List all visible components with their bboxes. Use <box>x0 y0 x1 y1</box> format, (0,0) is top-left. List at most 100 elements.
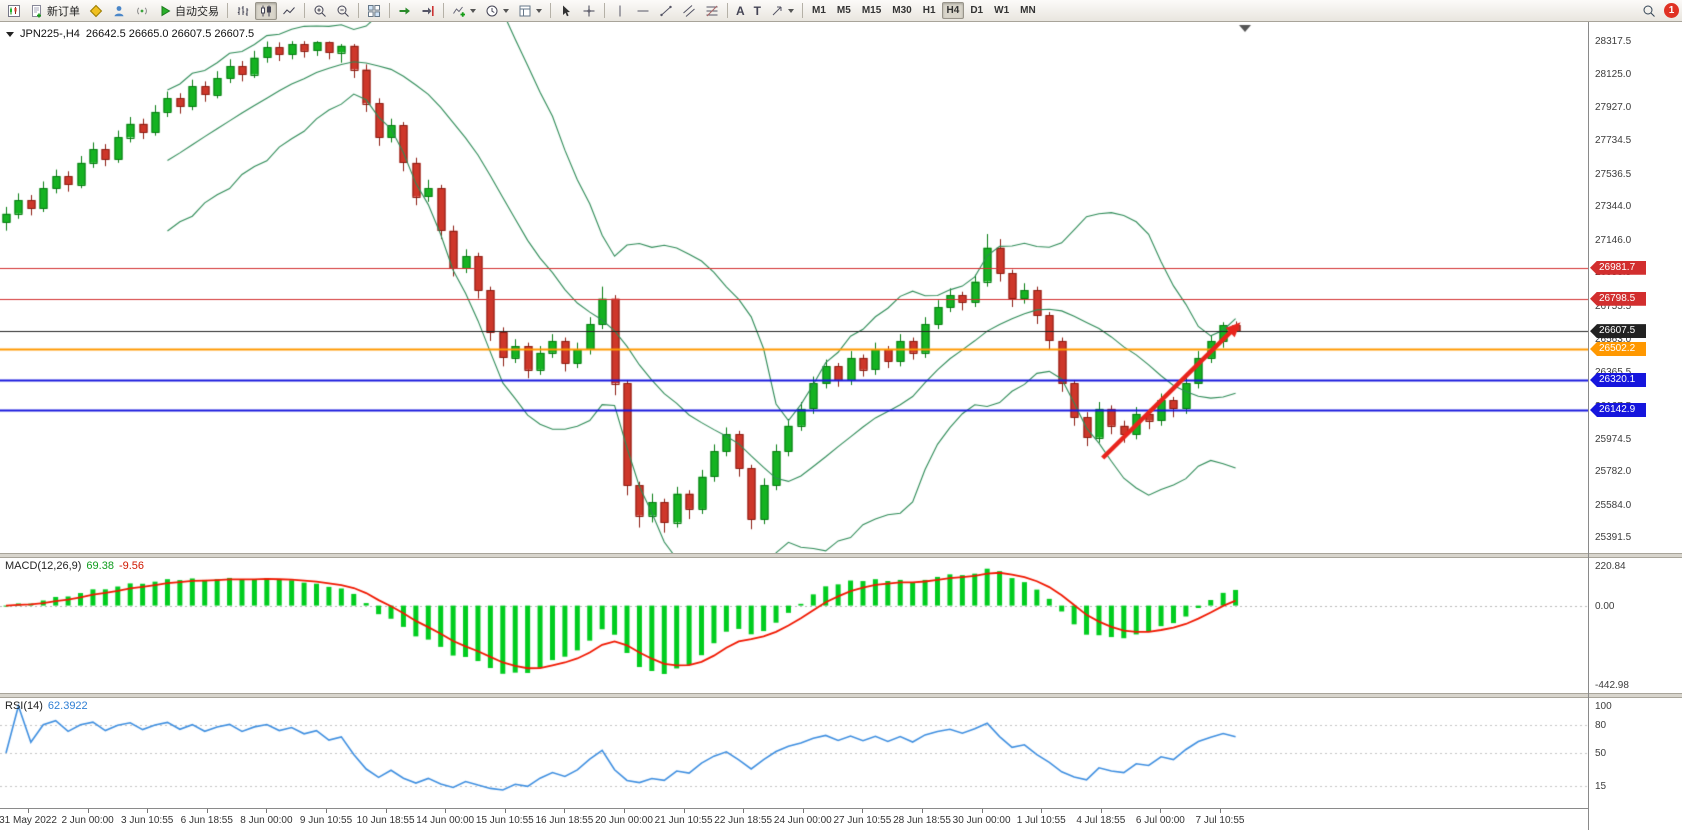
timeframe-h1-button[interactable]: H1 <box>918 2 941 19</box>
accounts-button[interactable] <box>108 2 130 20</box>
new-order-button[interactable]: 新订单 <box>26 2 84 20</box>
mql-editor-button[interactable] <box>85 2 107 20</box>
fibonacci-button[interactable] <box>701 2 723 20</box>
x-axis-tick <box>862 809 864 813</box>
toolbar-separator <box>727 3 728 18</box>
x-axis-label: 2 Jun 00:00 <box>61 815 114 826</box>
horizontal-line-button[interactable] <box>632 2 654 20</box>
autotrading-button[interactable]: 自动交易 <box>154 2 223 20</box>
x-axis-label: 9 Jun 10:55 <box>299 815 353 826</box>
crosshair-icon <box>583 5 595 16</box>
arrows-tool-button[interactable] <box>766 2 798 20</box>
cursor-button[interactable] <box>555 2 577 20</box>
text-tool-icon: A <box>736 3 745 18</box>
y-axis-label: 27536.5 <box>1595 168 1632 180</box>
periods-button[interactable] <box>481 2 513 20</box>
zoom-out-button[interactable] <box>332 2 354 20</box>
toolbar-separator <box>443 3 444 18</box>
x-axis-tick <box>802 809 804 813</box>
rsi-name-label: RSI(14) <box>5 700 43 712</box>
person-icon <box>114 5 124 16</box>
rsi-value: 62.3922 <box>47 700 88 712</box>
y-axis-label: 26755.5 <box>1595 301 1632 313</box>
price-line-badge: 26320.1 <box>1590 372 1646 387</box>
bar-chart-type-button[interactable] <box>232 2 254 20</box>
timeframe-m15-button[interactable]: M15 <box>857 2 886 19</box>
tile-windows-button[interactable] <box>363 2 385 20</box>
macd-value: 69.38 <box>86 560 114 572</box>
x-axis-tick <box>206 809 208 813</box>
signals-button[interactable] <box>131 2 153 20</box>
dropdown-arrow-icon <box>536 8 542 13</box>
x-axis-label: 10 Jun 18:55 <box>356 815 415 826</box>
channel-icon <box>683 4 695 17</box>
x-axis-tick <box>1100 809 1102 813</box>
main-toolbar: 新订单 自动交易 <box>0 0 1682 22</box>
toolbar-separator <box>802 3 804 18</box>
text-label-tool-button[interactable]: T <box>750 2 765 20</box>
x-axis-tick <box>743 809 745 813</box>
timeframe-w1-button[interactable]: W1 <box>989 2 1014 19</box>
y-axis-label: 27734.5 <box>1595 134 1632 146</box>
crosshair-button[interactable] <box>578 2 600 20</box>
x-axis-label: 27 Jun 10:55 <box>833 815 892 826</box>
x-axis-tick <box>1160 809 1162 813</box>
search-button[interactable] <box>1638 2 1660 20</box>
price-line-badge: 26502.2 <box>1590 342 1646 357</box>
panel-splitter[interactable] <box>0 693 1588 698</box>
y-axis-label: 25974.5 <box>1595 433 1632 445</box>
timeframe-m30-button[interactable]: M30 <box>887 2 916 19</box>
new-order-icon <box>32 4 41 17</box>
x-axis-label: 22 Jun 18:55 <box>714 815 773 826</box>
toolbar-separator <box>304 3 305 18</box>
chart-symbol-label: JPN225-,H4 <box>20 28 80 40</box>
autotrading-label: 自动交易 <box>175 5 219 18</box>
price-line-badge: 26607.5 <box>1590 324 1646 339</box>
panel-splitter[interactable] <box>1589 553 1682 558</box>
play-icon <box>161 5 171 16</box>
x-axis-tick <box>266 809 268 813</box>
x-axis-label: 7 Jul 10:55 <box>1195 815 1245 826</box>
zoom-in-button[interactable] <box>309 2 331 20</box>
line-chart-type-button[interactable] <box>278 2 300 20</box>
new-order-label: 新订单 <box>47 5 80 18</box>
panel-splitter[interactable] <box>1589 693 1682 698</box>
macd-scale-label: 0.00 <box>1595 600 1615 612</box>
new-chart-button[interactable] <box>3 2 25 20</box>
channel-button[interactable] <box>678 2 700 20</box>
time-axis[interactable]: 31 May 2022 2 Jun 00:00 3 Jun 10:55 6 Jun 1… <box>0 808 1588 830</box>
candlestick-chart-type-button[interactable] <box>255 1 277 20</box>
main-price-panel: JPN225-,H4 26642.5 26665.0 26607.5 26607… <box>0 22 1588 553</box>
trendline-button[interactable] <box>655 2 677 20</box>
toolbar-separator <box>389 3 390 18</box>
notification-badge[interactable]: 1 <box>1664 3 1679 18</box>
templates-button[interactable] <box>514 2 546 20</box>
x-axis-label: 6 Jul 00:00 <box>1135 815 1185 826</box>
rsi-canvas[interactable] <box>0 698 1588 808</box>
indicators-button[interactable] <box>448 2 480 20</box>
symbol-dropdown-icon[interactable] <box>6 31 14 37</box>
macd-name-label: MACD(12,26,9) <box>5 560 82 572</box>
toolbar-separator <box>550 3 551 18</box>
timeframe-mn-button[interactable]: MN <box>1015 2 1041 19</box>
x-axis-tick <box>147 809 149 813</box>
timeframe-d1-button[interactable]: D1 <box>965 2 988 19</box>
dropdown-arrow-icon <box>503 8 509 13</box>
x-axis-tick <box>922 809 923 813</box>
panel-splitter[interactable] <box>0 553 1588 558</box>
price-scale-column[interactable]: 28317.5 28125.0 27927.0 27734.5 27536.5 27344… <box>1588 22 1682 830</box>
timeframe-h4-button[interactable]: H4 <box>941 2 965 19</box>
y-axis-label: 25782.0 <box>1595 466 1632 478</box>
macd-canvas[interactable] <box>0 558 1588 693</box>
main-chart-canvas[interactable] <box>0 22 1588 553</box>
timeframe-m5-button[interactable]: M5 <box>832 2 856 19</box>
auto-scroll-button[interactable] <box>394 2 416 20</box>
vertical-line-button[interactable] <box>609 2 631 20</box>
x-axis-label: 1 Jul 10:55 <box>1016 815 1066 826</box>
x-axis-label: 31 May 2022 <box>0 815 57 826</box>
vertical-line-icon <box>619 5 621 16</box>
text-tool-button[interactable]: A <box>732 2 749 20</box>
timeframe-m1-button[interactable]: M1 <box>807 2 831 19</box>
clock-icon <box>486 5 498 16</box>
chart-shift-button[interactable] <box>417 2 439 20</box>
